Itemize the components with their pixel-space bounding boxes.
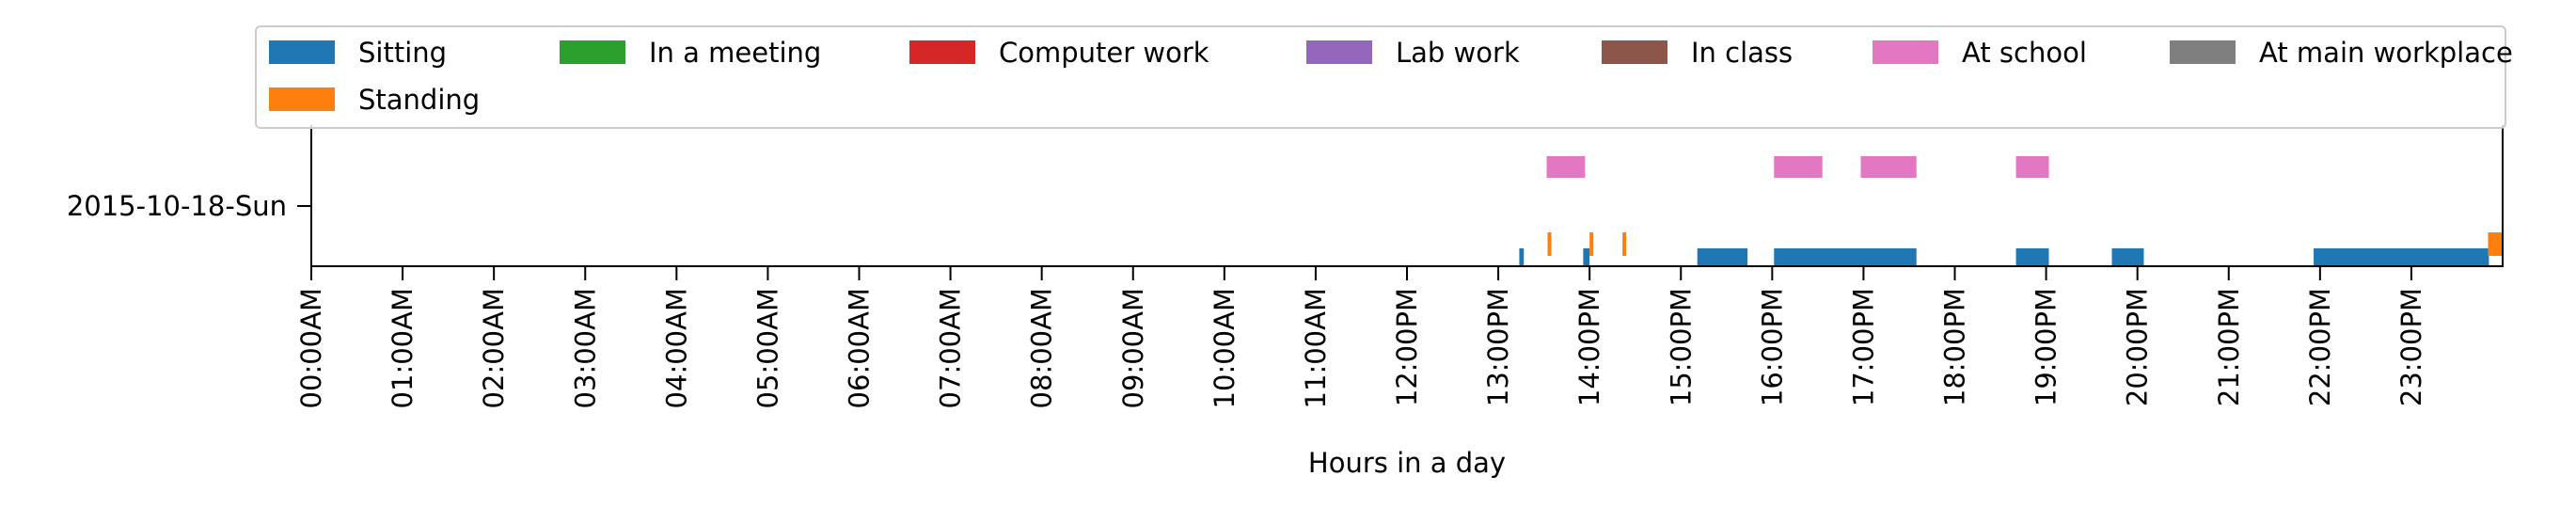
x-tick-label: 08:00AM: [1026, 288, 1058, 408]
bar-sitting: [1583, 248, 1590, 266]
x-tick-label: 15:00PM: [1665, 288, 1697, 406]
x-tick-label: 10:00AM: [1209, 288, 1241, 408]
x-axis: 00:00AM 01:00AM 02:00AM 03:00AM 04:00AM 05:00…: [295, 266, 2427, 408]
bar-at-school: [1546, 156, 1586, 178]
x-tick-label: 20:00PM: [2122, 288, 2154, 406]
legend-swatch: [269, 40, 335, 64]
x-tick-label: 03:00AM: [569, 288, 601, 408]
x-tick-label: 06:00AM: [844, 288, 876, 408]
x-tick-label: 07:00AM: [935, 288, 967, 408]
legend-label: Standing: [358, 84, 480, 116]
x-tick-label: 11:00AM: [1300, 288, 1332, 408]
x-tick-label: 21:00PM: [2213, 288, 2245, 406]
x-tick-label: 16:00PM: [1756, 288, 1788, 406]
x-axis-label: Hours in a day: [1308, 447, 1506, 479]
x-tick-label: 05:00AM: [751, 288, 783, 408]
x-tick-label: 18:00PM: [1939, 288, 1971, 406]
legend-label: At main workplace: [2259, 37, 2513, 69]
bar-sitting: [1697, 248, 1748, 266]
bar-sitting: [1519, 248, 1525, 266]
legend-swatch: [1873, 40, 1938, 64]
plot-axes: [310, 125, 2504, 267]
legend-label: Lab work: [1396, 37, 1520, 69]
legend-swatch: [1602, 40, 1667, 64]
bar-at-school: [2015, 156, 2049, 178]
x-tick-label: 01:00AM: [387, 288, 419, 408]
bar-standing: [1622, 232, 1627, 256]
x-tick-label: 22:00PM: [2304, 288, 2336, 406]
bar-at-school: [1860, 156, 1917, 178]
x-tick-label: 02:00AM: [478, 288, 510, 408]
bar-sitting: [2314, 248, 2489, 266]
x-tick-label: 19:00PM: [2031, 288, 2062, 406]
bar-sitting: [2111, 248, 2144, 266]
legend-swatch: [269, 87, 335, 111]
legend-swatch: [2170, 40, 2236, 64]
legend-label: At school: [1962, 37, 2087, 69]
bar-standing: [1589, 232, 1594, 256]
legend-swatch: [909, 40, 975, 64]
x-tick-label: 04:00AM: [660, 288, 692, 408]
legend-label: In a meeting: [649, 37, 821, 69]
bar-sitting: [1774, 248, 1917, 266]
legend-swatch: [1306, 40, 1372, 64]
legend-label: In class: [1691, 37, 1793, 69]
legend-box: [255, 25, 2506, 129]
y-axis: 2015-10-18-Sun: [67, 190, 311, 222]
bar-at-school: [1774, 156, 1823, 178]
x-tick-label: 13:00PM: [1482, 288, 1514, 406]
legend-label: Computer work: [999, 37, 1209, 69]
bar-standing: [2488, 232, 2503, 256]
bar-standing: [1547, 232, 1552, 256]
x-tick-label: 17:00PM: [1847, 288, 1879, 406]
activity-bars: [1519, 156, 2503, 266]
bar-sitting: [2015, 248, 2049, 266]
y-tick-label: 2015-10-18-Sun: [67, 190, 287, 222]
legend-label: Sitting: [358, 37, 447, 69]
legend-swatch: [560, 40, 625, 64]
legend: Sitting In a meeting Computer work Lab work…: [255, 25, 2513, 129]
x-tick-label: 23:00PM: [2395, 288, 2427, 406]
x-tick-label: 00:00AM: [295, 288, 327, 408]
x-tick-label: 09:00AM: [1117, 288, 1149, 408]
x-tick-label: 12:00PM: [1391, 288, 1423, 406]
x-tick-label: 14:00PM: [1573, 288, 1605, 406]
